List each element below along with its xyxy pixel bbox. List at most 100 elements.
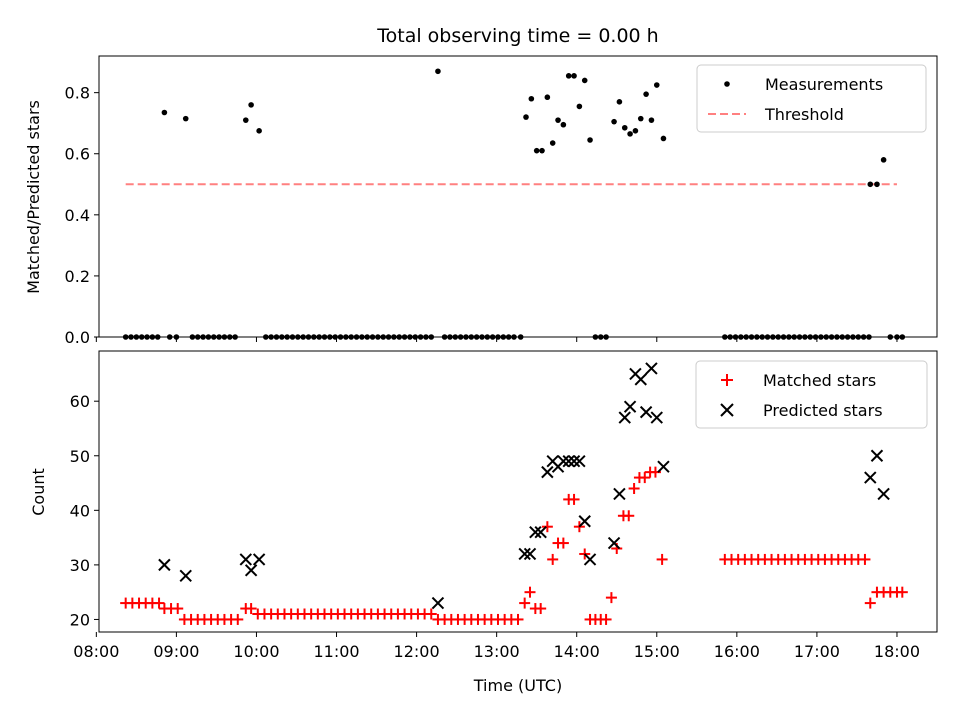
measurement-point: [611, 118, 617, 125]
bottom-ytick-label: 60: [70, 392, 90, 411]
top-ytick-label: 0.6: [65, 145, 90, 164]
matched-star-point: [547, 553, 559, 565]
measurement-point: [581, 77, 588, 84]
measurement-point: [523, 114, 529, 120]
bottom-xtick-label: 12:00: [394, 642, 440, 661]
top-legend-box: [696, 64, 927, 133]
top-ytick-label: 0.8: [65, 84, 90, 103]
measurement-point: [242, 117, 249, 123]
matched-star-point: [623, 510, 635, 522]
bottom-ytick-label: 30: [70, 556, 90, 575]
predicted-star-point: [650, 411, 663, 424]
matched-star-point: [600, 613, 612, 625]
bottom-xtick-label: 13:00: [474, 642, 520, 661]
predicted-star-point: [573, 455, 586, 468]
predicted-star-point: [179, 569, 192, 583]
top-ytick-label: 0.2: [65, 267, 90, 286]
predicted-star-point: [562, 455, 575, 468]
measurement-point: [560, 121, 567, 128]
matched-star-point: [864, 597, 876, 609]
matched-star-point: [557, 537, 569, 549]
bottom-ytick-label: 50: [70, 447, 90, 466]
matched-star-point: [605, 592, 617, 604]
top-legend: Measurements Threshold: [696, 64, 927, 133]
measurement-point: [248, 102, 254, 108]
predicted-star-point: [158, 558, 171, 572]
matched-star-point: [535, 603, 547, 615]
measurement-point: [549, 140, 556, 146]
bottom-xtick-label: 18:00: [874, 642, 920, 661]
measurement-point: [643, 91, 649, 97]
measurement-point: [627, 131, 633, 137]
top-y-axis-label: Matched/Predicted stars: [24, 100, 43, 294]
predicted-star-point: [618, 411, 631, 424]
measurement-point: [632, 128, 639, 134]
predicted-star-point: [578, 515, 591, 528]
matched-star-point: [628, 482, 640, 494]
predicted-star-point: [613, 487, 626, 501]
bottom-xtick-label: 17:00: [794, 642, 840, 661]
predicted-star-point: [518, 547, 531, 561]
matched-star-point: [656, 553, 668, 565]
top-ytick-label: 0.0: [65, 328, 90, 347]
predicted-star-point: [239, 553, 252, 566]
predicted-star-point: [634, 373, 647, 386]
count-points: [120, 362, 908, 625]
predicted-star-point: [244, 564, 258, 577]
predicted-star-point: [567, 455, 581, 468]
bottom-axes-frame: [98, 350, 938, 633]
matched-star-point: [232, 613, 244, 625]
measurement-point: [161, 109, 168, 116]
matched-star-point: [512, 613, 524, 625]
measurement-point: [874, 181, 880, 188]
predicted-star-point: [657, 460, 670, 473]
legend-predicted-marker: [720, 403, 734, 417]
matched-star-point: [524, 586, 536, 598]
measurement-point: [880, 157, 887, 163]
predicted-star-point: [523, 547, 537, 561]
legend-threshold-label: Threshold: [764, 105, 844, 124]
measurement-point: [587, 137, 593, 143]
bottom-xtick-label: 08:00: [73, 642, 119, 661]
predicted-star-point: [529, 525, 542, 539]
measurement-point: [533, 147, 540, 154]
bottom-y-axis-label: Count: [29, 468, 48, 516]
matched-star-point: [153, 597, 165, 609]
predicted-star-point: [639, 405, 653, 419]
predicted-star-point: [864, 471, 877, 484]
matched-star-point: [519, 597, 531, 609]
measurement-point: [637, 115, 644, 122]
predicted-star-point: [557, 455, 570, 468]
measurement-point: [256, 128, 262, 134]
matched-star-point: [639, 472, 651, 484]
matched-star-point: [245, 603, 257, 615]
bottom-legend: Matched stars Predicted stars: [695, 360, 928, 429]
matched-star-point: [425, 608, 437, 620]
bottom-x-ticks: 08:00 09:00 10:00 11:00 12:00 13:00 14:00 15:00…: [73, 632, 920, 661]
top-panel: Total observing time = 0.00 h 0.00.20.40…: [24, 25, 938, 347]
predicted-star-point: [431, 596, 445, 610]
bottom-xtick-label: 15:00: [634, 642, 680, 661]
measurement-point: [571, 73, 577, 79]
measurement-point: [565, 73, 572, 79]
measurement-point: [616, 99, 623, 105]
measurement-point: [528, 95, 535, 102]
bottom-legend-box: [695, 360, 928, 429]
matched-star-point: [896, 586, 908, 598]
measurement-point: [539, 147, 545, 154]
bottom-y-ticks: 20 30 40 50 60: [70, 392, 99, 629]
top-y-ticks: 0.0 0.2 0.4 0.6 0.8: [65, 84, 99, 347]
measurement-point: [544, 94, 551, 101]
bottom-xtick-label: 11:00: [313, 642, 359, 661]
bottom-xtick-label: 16:00: [714, 642, 760, 661]
measurement-point: [660, 135, 667, 142]
matched-star-point: [859, 553, 871, 565]
legend-predicted-label: Predicted stars: [763, 401, 883, 420]
measurement-point: [621, 124, 628, 131]
predicted-star-point: [623, 400, 637, 413]
legend-measurements-label: Measurements: [765, 75, 883, 94]
legend-matched-label: Matched stars: [763, 371, 876, 390]
chart-title: Total observing time = 0.00 h: [376, 25, 658, 47]
bottom-panel: 20 30 40 50 60 08:00 09:00 10:00 11:00 12:00 13:0…: [29, 350, 938, 695]
